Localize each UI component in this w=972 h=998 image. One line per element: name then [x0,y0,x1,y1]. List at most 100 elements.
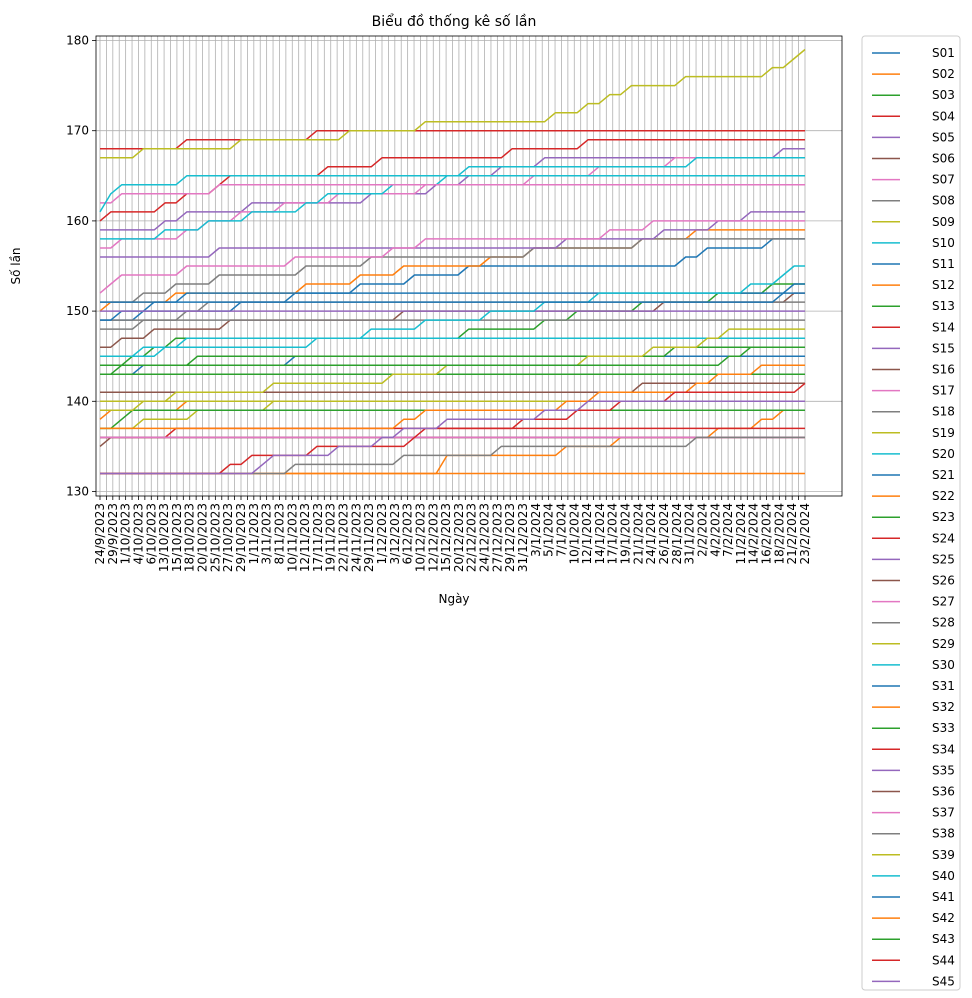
legend-label-s11: S11 [932,257,955,271]
legend-frame [861,35,961,991]
legend-label-s18: S18 [932,405,955,419]
legend-label-s22: S22 [932,489,955,503]
series-line-s04 [100,129,805,150]
x-tick-label: 29/12/2023 [503,503,517,572]
x-tick-label: 7/1/2024 [554,503,568,557]
x-tick-label: 14/1/2024 [593,503,607,565]
legend-label-s21: S21 [932,468,955,482]
x-tick-label: 27/10/2023 [221,503,235,572]
x-tick-label: 12/11/2023 [298,503,312,572]
x-tick-label: 10/11/2023 [285,503,299,572]
legend-label-s12: S12 [932,278,955,292]
x-tick-label: 6/12/2023 [401,503,415,565]
x-tick-label: 26/1/2024 [657,503,671,565]
x-tick-label: 24/11/2023 [349,503,363,572]
x-tick-label: 11/2/2024 [734,503,748,565]
x-tick-label: 13/10/2023 [157,503,171,572]
x-tick-label: 10/12/2023 [413,503,427,572]
legend-label-s15: S15 [932,341,955,355]
legend-label-s03: S03 [932,88,955,102]
x-tick-label: 4/2/2024 [708,503,722,557]
x-tick-label: 29/11/2023 [362,503,376,572]
x-tick-label: 6/10/2023 [144,503,158,565]
legend-label-s09: S09 [932,215,955,229]
series-line-s17 [99,220,805,294]
y-tick-label: 150 [66,304,89,318]
legend-label-s13: S13 [932,299,955,313]
y-axis-ticks: 130 140 150 160 170 180 [66,34,96,498]
x-tick-label: 27/12/2023 [490,503,504,572]
legend-label-s05: S05 [932,130,955,144]
x-tick-label: 31/12/2023 [516,503,530,572]
y-axis-label: Số lần [9,247,23,284]
legend-label-s36: S36 [932,785,955,799]
y-tick-label: 170 [66,124,89,138]
legend-label-s41: S41 [932,890,955,904]
y-tick-label: 180 [66,34,89,48]
x-tick-label: 22/11/2023 [337,503,351,572]
x-tick-label: 24/9/2023 [93,503,107,565]
x-tick-label: 31/1/2024 [683,503,697,565]
series-line-s20 [100,337,805,357]
x-tick-label: 18/2/2024 [772,503,786,565]
x-axis-ticks: 24/9/202329/9/20231/10/20234/10/20236/10… [93,496,812,572]
x-tick-label: 29/9/2023 [106,503,120,565]
x-tick-label: 4/10/2023 [131,503,145,565]
series-line-s45 [100,400,805,475]
x-tick-label: 10/1/2024 [567,503,581,565]
x-tick-label: 20/12/2023 [452,503,466,572]
legend-label-s07: S07 [932,173,955,187]
x-tick-label: 18/10/2023 [183,503,197,572]
x-tick-label: 7/2/2024 [721,503,735,557]
legend-label-s38: S38 [932,827,955,841]
x-tick-label: 19/1/2024 [619,503,633,565]
legend-label-s02: S02 [932,67,955,81]
legend-label-s24: S24 [932,531,955,545]
series-line-s30 [99,175,805,213]
series-lines [99,48,806,475]
legend-label-s35: S35 [932,763,955,777]
x-tick-label: 3/1/2024 [529,503,543,557]
x-tick-label: 29/10/2023 [234,503,248,572]
x-tick-label: 12/1/2024 [580,503,594,565]
x-tick-label: 3/11/2023 [260,503,274,565]
x-tick-label: 21/2/2024 [785,503,799,565]
series-line-s42 [100,364,805,430]
legend-label-s01: S01 [932,46,955,60]
legend-label-s10: S10 [932,236,955,250]
legend-label-s45: S45 [932,974,955,988]
legend-label-s27: S27 [932,595,955,609]
x-tick-label: 12/12/2023 [426,503,440,572]
x-tick-label: 1/11/2023 [247,503,261,565]
legend-label-s40: S40 [932,869,955,883]
legend-label-s37: S37 [932,806,955,820]
x-tick-label: 22/12/2023 [465,503,479,572]
x-tick-label: 15/12/2023 [439,503,453,572]
series-line-s08 [100,238,805,303]
series-line-s27 [100,184,805,204]
plot-frame [95,35,843,497]
legend-label-s32: S32 [932,700,955,714]
legend-label-s23: S23 [932,510,955,524]
series-line-s41 [100,283,805,303]
x-tick-label: 8/11/2023 [272,503,286,565]
legend-label-s29: S29 [932,637,955,651]
legend-label-s28: S28 [932,616,955,630]
x-tick-label: 15/10/2023 [170,503,184,572]
legend-label-s26: S26 [932,574,955,588]
x-axis-label: Ngày [438,592,469,606]
legend-label-s16: S16 [932,363,955,377]
legend-label-s08: S08 [932,194,955,208]
legend-label-s06: S06 [932,152,955,166]
legend-label-s42: S42 [932,911,955,925]
x-tick-label: 19/11/2023 [324,503,338,572]
legend-label-s44: S44 [932,953,955,967]
legend-label-s19: S19 [932,426,955,440]
legend-label-s17: S17 [932,384,955,398]
legend-label-s31: S31 [932,679,955,693]
x-tick-label: 5/1/2024 [542,503,556,557]
legend-label-s20: S20 [932,447,955,461]
x-tick-label: 24/1/2024 [644,503,658,565]
x-tick-label: 17/1/2024 [606,503,620,565]
x-tick-label: 23/2/2024 [798,503,812,565]
